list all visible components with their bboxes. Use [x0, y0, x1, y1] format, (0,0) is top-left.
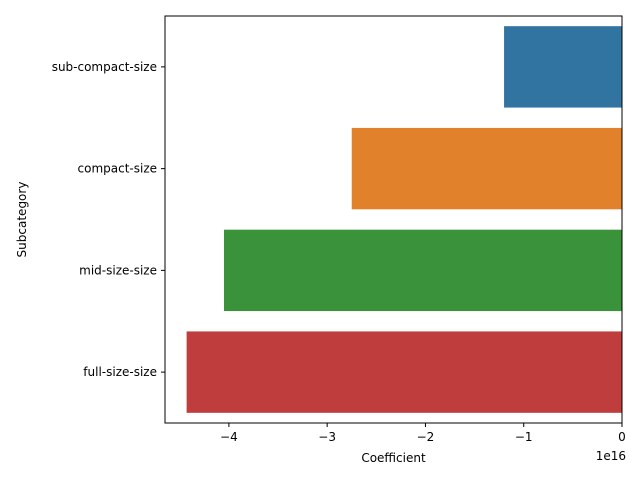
axes-frame	[164, 15, 623, 424]
y-tick-label: mid-size-size	[79, 263, 157, 277]
x-tick-label: −3	[318, 430, 336, 444]
x-tick-label: 0	[618, 430, 626, 444]
bar-sub-compact-size	[504, 26, 622, 108]
x-axis-offset-label: 1e16	[596, 449, 626, 463]
bar-full-size-size	[186, 331, 622, 413]
x-tick-label: −1	[515, 430, 533, 444]
x-tick-label: −4	[220, 430, 238, 444]
bars	[186, 26, 622, 413]
bar-compact-size	[351, 127, 622, 210]
x-axis-ticks: −4 −3 −2 −1 0	[220, 423, 626, 444]
x-tick-label: −2	[417, 430, 435, 444]
y-tick-label: compact-size	[78, 162, 158, 176]
y-tick-label: sub-compact-size	[52, 60, 157, 74]
y-axis-label: Subcategory	[15, 182, 29, 258]
bar-mid-size-size	[223, 229, 622, 312]
y-tick-label: full-size-size	[83, 365, 157, 379]
x-axis-label: Coefficient	[361, 451, 426, 465]
y-axis-ticks: sub-compact-size compact-size mid-size-siz…	[52, 60, 165, 379]
